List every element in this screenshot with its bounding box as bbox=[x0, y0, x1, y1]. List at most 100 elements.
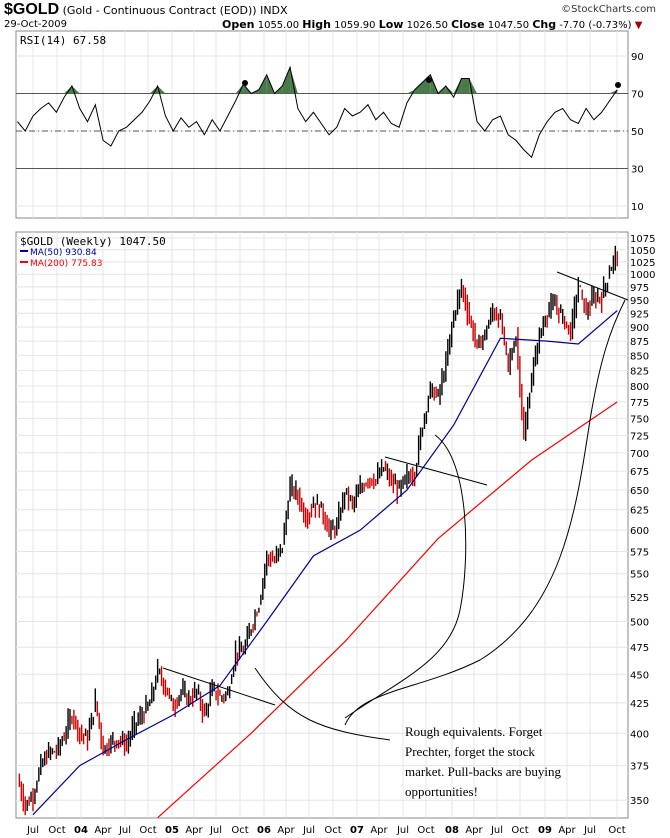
ma-legend-label: MA(50) 930.84 bbox=[30, 248, 97, 258]
annotation-curve bbox=[254, 667, 391, 741]
annotation-text: market. Pull-backs are buying bbox=[405, 764, 561, 779]
price-tick-label: 425 bbox=[630, 699, 649, 710]
down-arrow-icon: ▼ bbox=[634, 20, 643, 31]
price-tick-label: 450 bbox=[630, 670, 649, 681]
price-tick-label: 1025 bbox=[630, 258, 655, 269]
x-tick-label: Jul bbox=[302, 825, 315, 836]
chg-value: -7.70 (-0.73%) bbox=[559, 20, 632, 31]
price-tick-label: 475 bbox=[630, 643, 649, 654]
price-tick-label: 625 bbox=[630, 506, 649, 517]
x-tick-label: Oct bbox=[231, 825, 248, 836]
trendline bbox=[162, 667, 276, 706]
price-tick-label: 700 bbox=[630, 449, 649, 460]
x-tick-label: 07 bbox=[350, 825, 364, 836]
x-tick-label: 05 bbox=[165, 825, 179, 836]
price-tick-label: 350 bbox=[630, 796, 649, 807]
price-tick-label: 1075 bbox=[630, 234, 655, 245]
price-tick-label: 950 bbox=[630, 296, 649, 307]
annotation-curve bbox=[344, 299, 626, 726]
x-tick-label: Jul bbox=[583, 825, 596, 836]
ohlc-readout: Open 1055.00 High 1059.90 Low 1026.50 Cl… bbox=[222, 18, 642, 31]
rsi-overbought-fill bbox=[290, 67, 298, 94]
price-tick-label: 925 bbox=[630, 309, 649, 320]
rsi-overbought-fill bbox=[453, 78, 462, 94]
close-label: Close bbox=[451, 18, 485, 31]
price-legend: $GOLD (Weekly) 1047.50 bbox=[20, 235, 166, 248]
x-tick-label: Apr bbox=[465, 825, 483, 836]
x-tick-label: 08 bbox=[445, 825, 459, 836]
x-tick-label: 09 bbox=[538, 825, 552, 836]
price-tick-label: 1000 bbox=[630, 270, 655, 281]
price-tick-label: 600 bbox=[630, 526, 649, 537]
x-tick-label: Oct bbox=[608, 825, 625, 836]
symbol: $GOLD bbox=[4, 1, 60, 18]
date: 29-Oct-2009 bbox=[4, 19, 67, 30]
price-tick-label: 400 bbox=[630, 729, 649, 740]
rsi-tick-label: 10 bbox=[631, 202, 644, 213]
ma-line bbox=[157, 401, 618, 819]
price-tick-label: 900 bbox=[630, 323, 649, 334]
trendline bbox=[384, 456, 488, 486]
price-tick-label: 875 bbox=[630, 337, 649, 348]
chart-title: $GOLD (Gold - Continuous Contract (EOD))… bbox=[4, 1, 288, 19]
rsi-tick-label: 90 bbox=[631, 52, 644, 63]
rsi-tick-label: 30 bbox=[631, 165, 644, 176]
rsi-tick-label: 50 bbox=[631, 127, 644, 138]
x-tick-label: Oct bbox=[139, 825, 156, 836]
open-value: 1055.00 bbox=[257, 20, 300, 31]
trendline bbox=[556, 271, 629, 301]
rsi-signal-dot bbox=[242, 80, 248, 86]
price-tick-label: 650 bbox=[630, 486, 649, 497]
rsi-legend: RSI(14) 67.58 bbox=[20, 34, 106, 47]
rsi-overbought-fill bbox=[64, 86, 72, 94]
high-label: High bbox=[302, 18, 331, 31]
rsi-line bbox=[17, 65, 618, 159]
price-tick-label: 750 bbox=[630, 414, 649, 425]
x-tick-label: Jul bbox=[26, 825, 39, 836]
x-tick-label: Apr bbox=[558, 825, 576, 836]
low-label: Low bbox=[378, 18, 404, 31]
x-tick-label: Jul bbox=[118, 825, 131, 836]
price-tick-label: 575 bbox=[630, 547, 649, 558]
ma-legend-swatch bbox=[20, 261, 28, 263]
price-tick-label: 975 bbox=[630, 283, 649, 294]
chg-label: Chg bbox=[532, 18, 557, 31]
brand: ©StockCharts.com bbox=[561, 4, 656, 15]
rsi-overbought-fill bbox=[282, 67, 291, 94]
x-tick-label: Oct bbox=[417, 825, 434, 836]
price-tick-label: 525 bbox=[630, 593, 649, 604]
x-tick-label: Oct bbox=[324, 825, 341, 836]
x-tick-label: 04 bbox=[74, 825, 88, 836]
price-tick-label: 800 bbox=[630, 382, 649, 393]
annotation-curve bbox=[344, 434, 467, 719]
ma-line bbox=[32, 310, 618, 816]
price-tick-label: 1050 bbox=[630, 246, 655, 257]
annotation-text: Prechter, forget the stock bbox=[405, 744, 535, 759]
close-value: 1047.50 bbox=[487, 20, 530, 31]
instrument-name: (Gold - Continuous Contract (EOD)) bbox=[62, 4, 257, 17]
exchange: INDX bbox=[260, 4, 288, 17]
ma-legend-label: MA(200) 775.83 bbox=[30, 259, 102, 269]
x-tick-label: Oct bbox=[48, 825, 65, 836]
x-tick-label: Apr bbox=[277, 825, 295, 836]
rsi-tick-label: 70 bbox=[631, 90, 644, 101]
rsi-overbought-fill bbox=[149, 86, 158, 94]
rsi-overbought-fill bbox=[235, 84, 244, 94]
price-tick-label: 550 bbox=[630, 570, 649, 581]
price-tick-label: 825 bbox=[630, 367, 649, 378]
price-tick-label: 500 bbox=[630, 617, 649, 628]
price-tick-label: 675 bbox=[630, 467, 649, 478]
x-tick-label: Apr bbox=[94, 825, 112, 836]
price-tick-label: 375 bbox=[630, 762, 649, 773]
low-value: 1026.50 bbox=[406, 20, 448, 31]
x-tick-label: 06 bbox=[257, 825, 271, 836]
rsi-signal-dot bbox=[426, 77, 432, 83]
annotation-text: Rough equivalents. Forget bbox=[405, 724, 543, 739]
annotation-text: opportunities! bbox=[405, 784, 478, 799]
x-tick-label: Jul bbox=[490, 825, 503, 836]
price-tick-label: 850 bbox=[630, 352, 649, 363]
price-tick-label: 775 bbox=[630, 398, 649, 409]
x-tick-label: Jul bbox=[396, 825, 409, 836]
rsi-overbought-fill bbox=[414, 82, 423, 94]
